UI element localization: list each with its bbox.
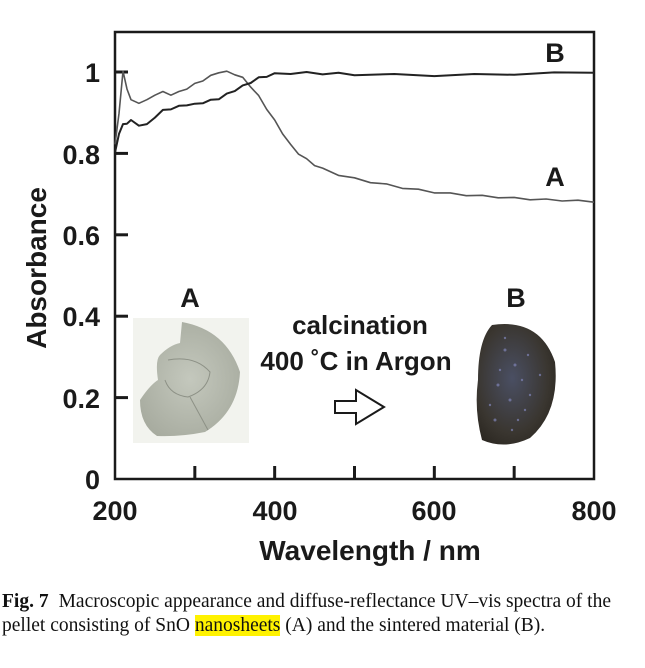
y-tick-label: 0.8	[62, 140, 100, 170]
caption-text-1: Macroscopic appearance and diffuse-refle…	[2, 591, 612, 636]
x-tick-label: 200	[92, 496, 137, 526]
pellet-a-image	[133, 318, 249, 443]
y-axis-title: Absorbance	[21, 187, 52, 349]
caption-text-2: (A) and the sintered material (B).	[280, 615, 546, 636]
figure-caption: Fig. 7 Macroscopic appearance and diffuse…	[2, 590, 642, 638]
figure-label: Fig. 7	[2, 591, 49, 612]
y-tick-label: 0.2	[62, 384, 100, 414]
uv-vis-chart: 0 0.2 0.4 0.6 0.8 1 200 400 600 800 Wave…	[21, 30, 617, 566]
series-lines	[114, 70, 595, 203]
series-line-b	[114, 71, 595, 153]
x-tick-label: 800	[571, 496, 616, 526]
y-tick-label: 0	[85, 465, 100, 495]
y-tick-label: 1	[85, 58, 100, 88]
pellet-b-image	[476, 324, 556, 445]
x-tick-labels: 200 400 600 800	[92, 496, 616, 526]
y-tick-label: 0.6	[62, 221, 100, 251]
series-label-b: B	[545, 38, 565, 68]
process-label-line1: calcination	[292, 310, 428, 340]
arrow-right-icon	[334, 388, 386, 426]
x-tick-label: 600	[411, 496, 456, 526]
pellet-label-b: B	[506, 283, 526, 313]
axis-ticks	[115, 70, 516, 479]
series-line-a	[114, 70, 595, 203]
pellet-label-a: A	[180, 283, 200, 313]
caption-highlight: nanosheets	[194, 615, 281, 636]
x-axis-title: Wavelength / nm	[259, 535, 480, 566]
x-tick-label: 400	[252, 496, 297, 526]
y-tick-labels: 0 0.2 0.4 0.6 0.8 1	[62, 58, 100, 495]
process-label-line2: 400 ˚C in Argon	[260, 346, 451, 376]
series-label-a: A	[545, 162, 565, 192]
y-tick-label: 0.4	[62, 302, 100, 332]
